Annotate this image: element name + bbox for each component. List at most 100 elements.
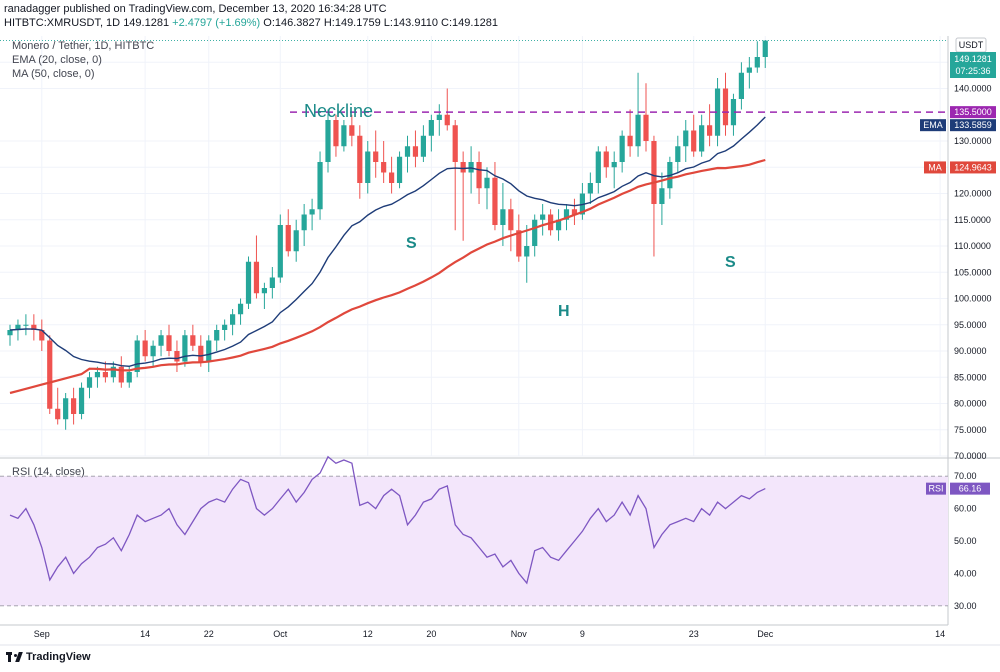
candle-body	[150, 345, 156, 357]
tradingview-brand-label: TradingView	[26, 651, 91, 663]
candle	[683, 120, 689, 162]
candle	[412, 130, 419, 168]
publisher-line: ranadagger published on TradingView.com,…	[4, 3, 387, 15]
price-tick-label: 140.0000	[954, 84, 992, 94]
currency-badge[interactable]: USDT	[955, 37, 987, 53]
tradingview-logo-icon	[6, 652, 23, 662]
candle-body	[707, 125, 713, 136]
candle	[206, 335, 212, 372]
time-tick-label: 20	[426, 629, 436, 639]
candle-body	[404, 146, 411, 157]
candle-body	[55, 408, 61, 420]
ma-price-tag: MA 124.9643	[924, 161, 996, 174]
candle	[754, 41, 760, 73]
candle-body	[47, 340, 53, 409]
candle	[436, 104, 442, 136]
candle-body	[683, 130, 689, 147]
time-tick-label: Oct	[273, 629, 288, 639]
candle	[158, 330, 164, 357]
header-ohlc: O:146.3827 H:149.1759 L:143.9110 C:149.1…	[263, 17, 498, 29]
ema-tag-label: EMA	[923, 120, 943, 130]
time-tick-label: 23	[689, 629, 699, 639]
price-tick-label: 105.0000	[954, 267, 992, 277]
candle-body	[595, 151, 601, 183]
candle	[23, 314, 29, 336]
candle-body	[341, 125, 347, 147]
candle	[357, 125, 363, 199]
candle-body	[110, 366, 116, 378]
candle	[627, 109, 633, 157]
candle-body	[142, 340, 148, 357]
currency-label: USDT	[959, 40, 984, 50]
candle	[253, 235, 260, 299]
symbol[interactable]: HITBTC:XMRUSDT, 1D	[4, 17, 121, 29]
candle-body	[452, 125, 458, 162]
candle-body	[222, 324, 228, 330]
candle	[587, 172, 593, 204]
candle-body	[444, 114, 450, 126]
candle	[317, 151, 323, 220]
candle-body	[349, 125, 355, 136]
price-tick-label: 80.0000	[954, 399, 987, 409]
candle	[651, 135, 657, 257]
ema-price-value: 133.5859	[954, 120, 992, 130]
candle	[333, 114, 339, 157]
rsi-tag-label: RSI	[928, 484, 943, 494]
candle-body	[762, 40, 768, 57]
neckline-price-tag: 135.5000	[950, 106, 996, 119]
candle	[341, 120, 347, 152]
candle	[39, 319, 45, 351]
candle-body	[516, 230, 522, 257]
last-price-value: 149.1281	[954, 54, 992, 64]
candle-body	[746, 67, 752, 73]
time-axis: Sep1422Oct1220Nov923Dec1422	[34, 629, 1000, 639]
candle-body	[587, 183, 593, 194]
candle-body	[134, 340, 140, 372]
candle	[55, 387, 61, 425]
candle-body	[214, 330, 220, 341]
candle-body	[651, 141, 657, 204]
candle	[540, 204, 546, 236]
candle	[484, 167, 490, 210]
candle	[389, 156, 395, 194]
time-tick-label: Sep	[34, 629, 50, 639]
candle	[396, 151, 403, 189]
time-tick-label: 9	[580, 629, 585, 639]
candle-body	[23, 324, 29, 326]
ma-50-line	[9, 158, 766, 395]
candle-body	[190, 335, 196, 346]
rsi-tick-label: 50.00	[954, 536, 977, 546]
candle	[714, 78, 721, 147]
candle	[730, 93, 737, 136]
ma-price-value: 124.9643	[954, 162, 992, 172]
time-tick-label: Dec	[757, 629, 774, 639]
ma-legend[interactable]: MA (50, close, 0)	[12, 68, 95, 80]
symbol-line: HITBTC:XMRUSDT, 1D 149.1281 +2.4797 (+1.…	[4, 17, 498, 29]
candle-body	[261, 288, 267, 294]
candle-body	[484, 177, 490, 189]
candle-body	[611, 162, 617, 168]
price-tick-label: 120.0000	[954, 189, 992, 199]
price-tick-label: 130.0000	[954, 136, 992, 146]
candle-body	[571, 209, 578, 215]
tradingview-brand[interactable]: TradingView	[6, 651, 91, 663]
candle-body	[603, 151, 609, 168]
candle-body	[86, 377, 93, 388]
candle	[309, 198, 315, 231]
candle-body	[15, 324, 21, 330]
price-tick-label: 95.0000	[954, 320, 987, 330]
rsi-value: 66.16	[959, 484, 982, 494]
candle-body	[722, 88, 729, 126]
rsi-axis: 30.00 40.00 50.00 60.00 70.00	[954, 471, 977, 611]
time-tick-label: 14	[935, 629, 945, 639]
candle-body	[126, 372, 132, 383]
candle	[611, 151, 617, 189]
candle-body	[476, 162, 482, 189]
candle	[420, 125, 426, 162]
candle	[603, 146, 609, 178]
candle	[102, 361, 108, 383]
candle	[508, 198, 514, 252]
candle-body	[460, 162, 466, 173]
rsi-panel: RSI (14, close) 30.00 40.00 50.00 60.00 70.0…	[0, 455, 977, 611]
ema-legend[interactable]: EMA (20, close, 0)	[12, 54, 102, 66]
